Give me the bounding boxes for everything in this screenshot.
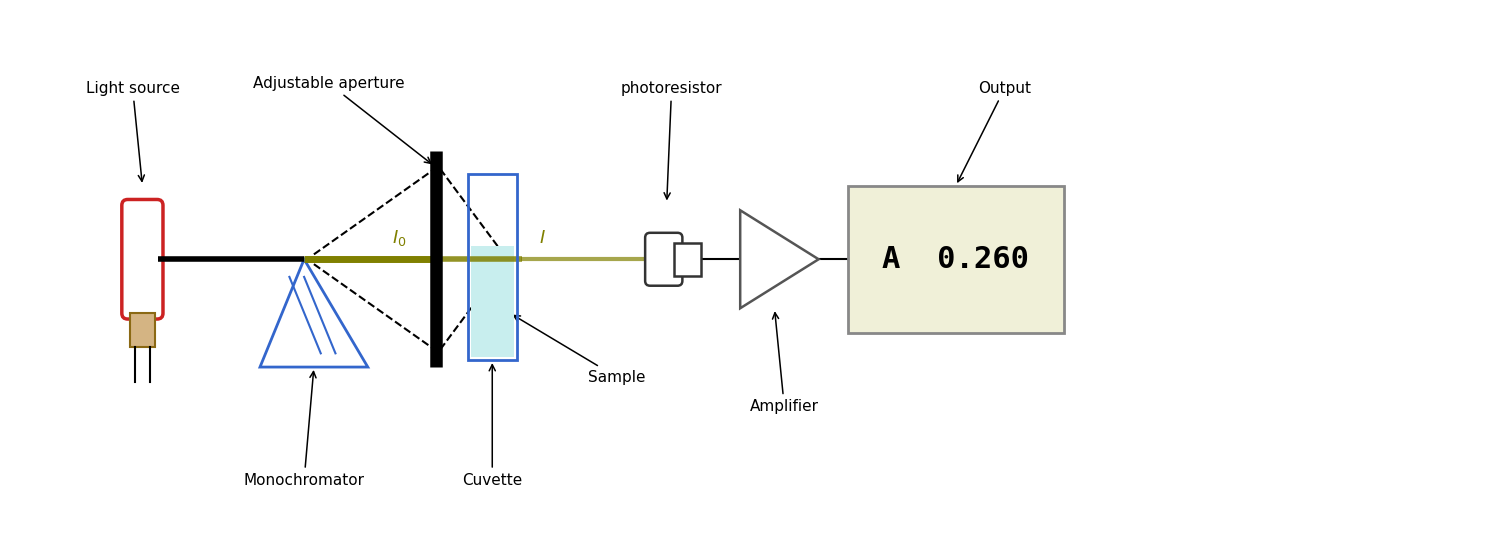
Text: photoresistor: photoresistor (621, 81, 723, 199)
FancyBboxPatch shape (645, 233, 682, 286)
Text: $I$: $I$ (540, 228, 546, 246)
Text: Cuvette: Cuvette (462, 364, 522, 487)
Bar (674, 243, 700, 276)
FancyBboxPatch shape (122, 200, 164, 319)
Bar (847, 186, 1064, 333)
Text: Monochromator: Monochromator (243, 372, 364, 487)
Polygon shape (260, 259, 368, 367)
Text: Amplifier: Amplifier (750, 313, 819, 414)
Polygon shape (740, 211, 819, 308)
Text: Output: Output (958, 81, 1032, 182)
Bar (129, 313, 154, 348)
Text: Light source: Light source (86, 81, 180, 181)
Text: Adjustable aperture: Adjustable aperture (254, 76, 430, 163)
Bar (471, 245, 514, 357)
Text: Sample: Sample (513, 316, 646, 385)
Bar (468, 174, 518, 360)
Text: $I_0$: $I_0$ (393, 227, 406, 248)
Text: A  0.260: A 0.260 (882, 245, 1029, 274)
